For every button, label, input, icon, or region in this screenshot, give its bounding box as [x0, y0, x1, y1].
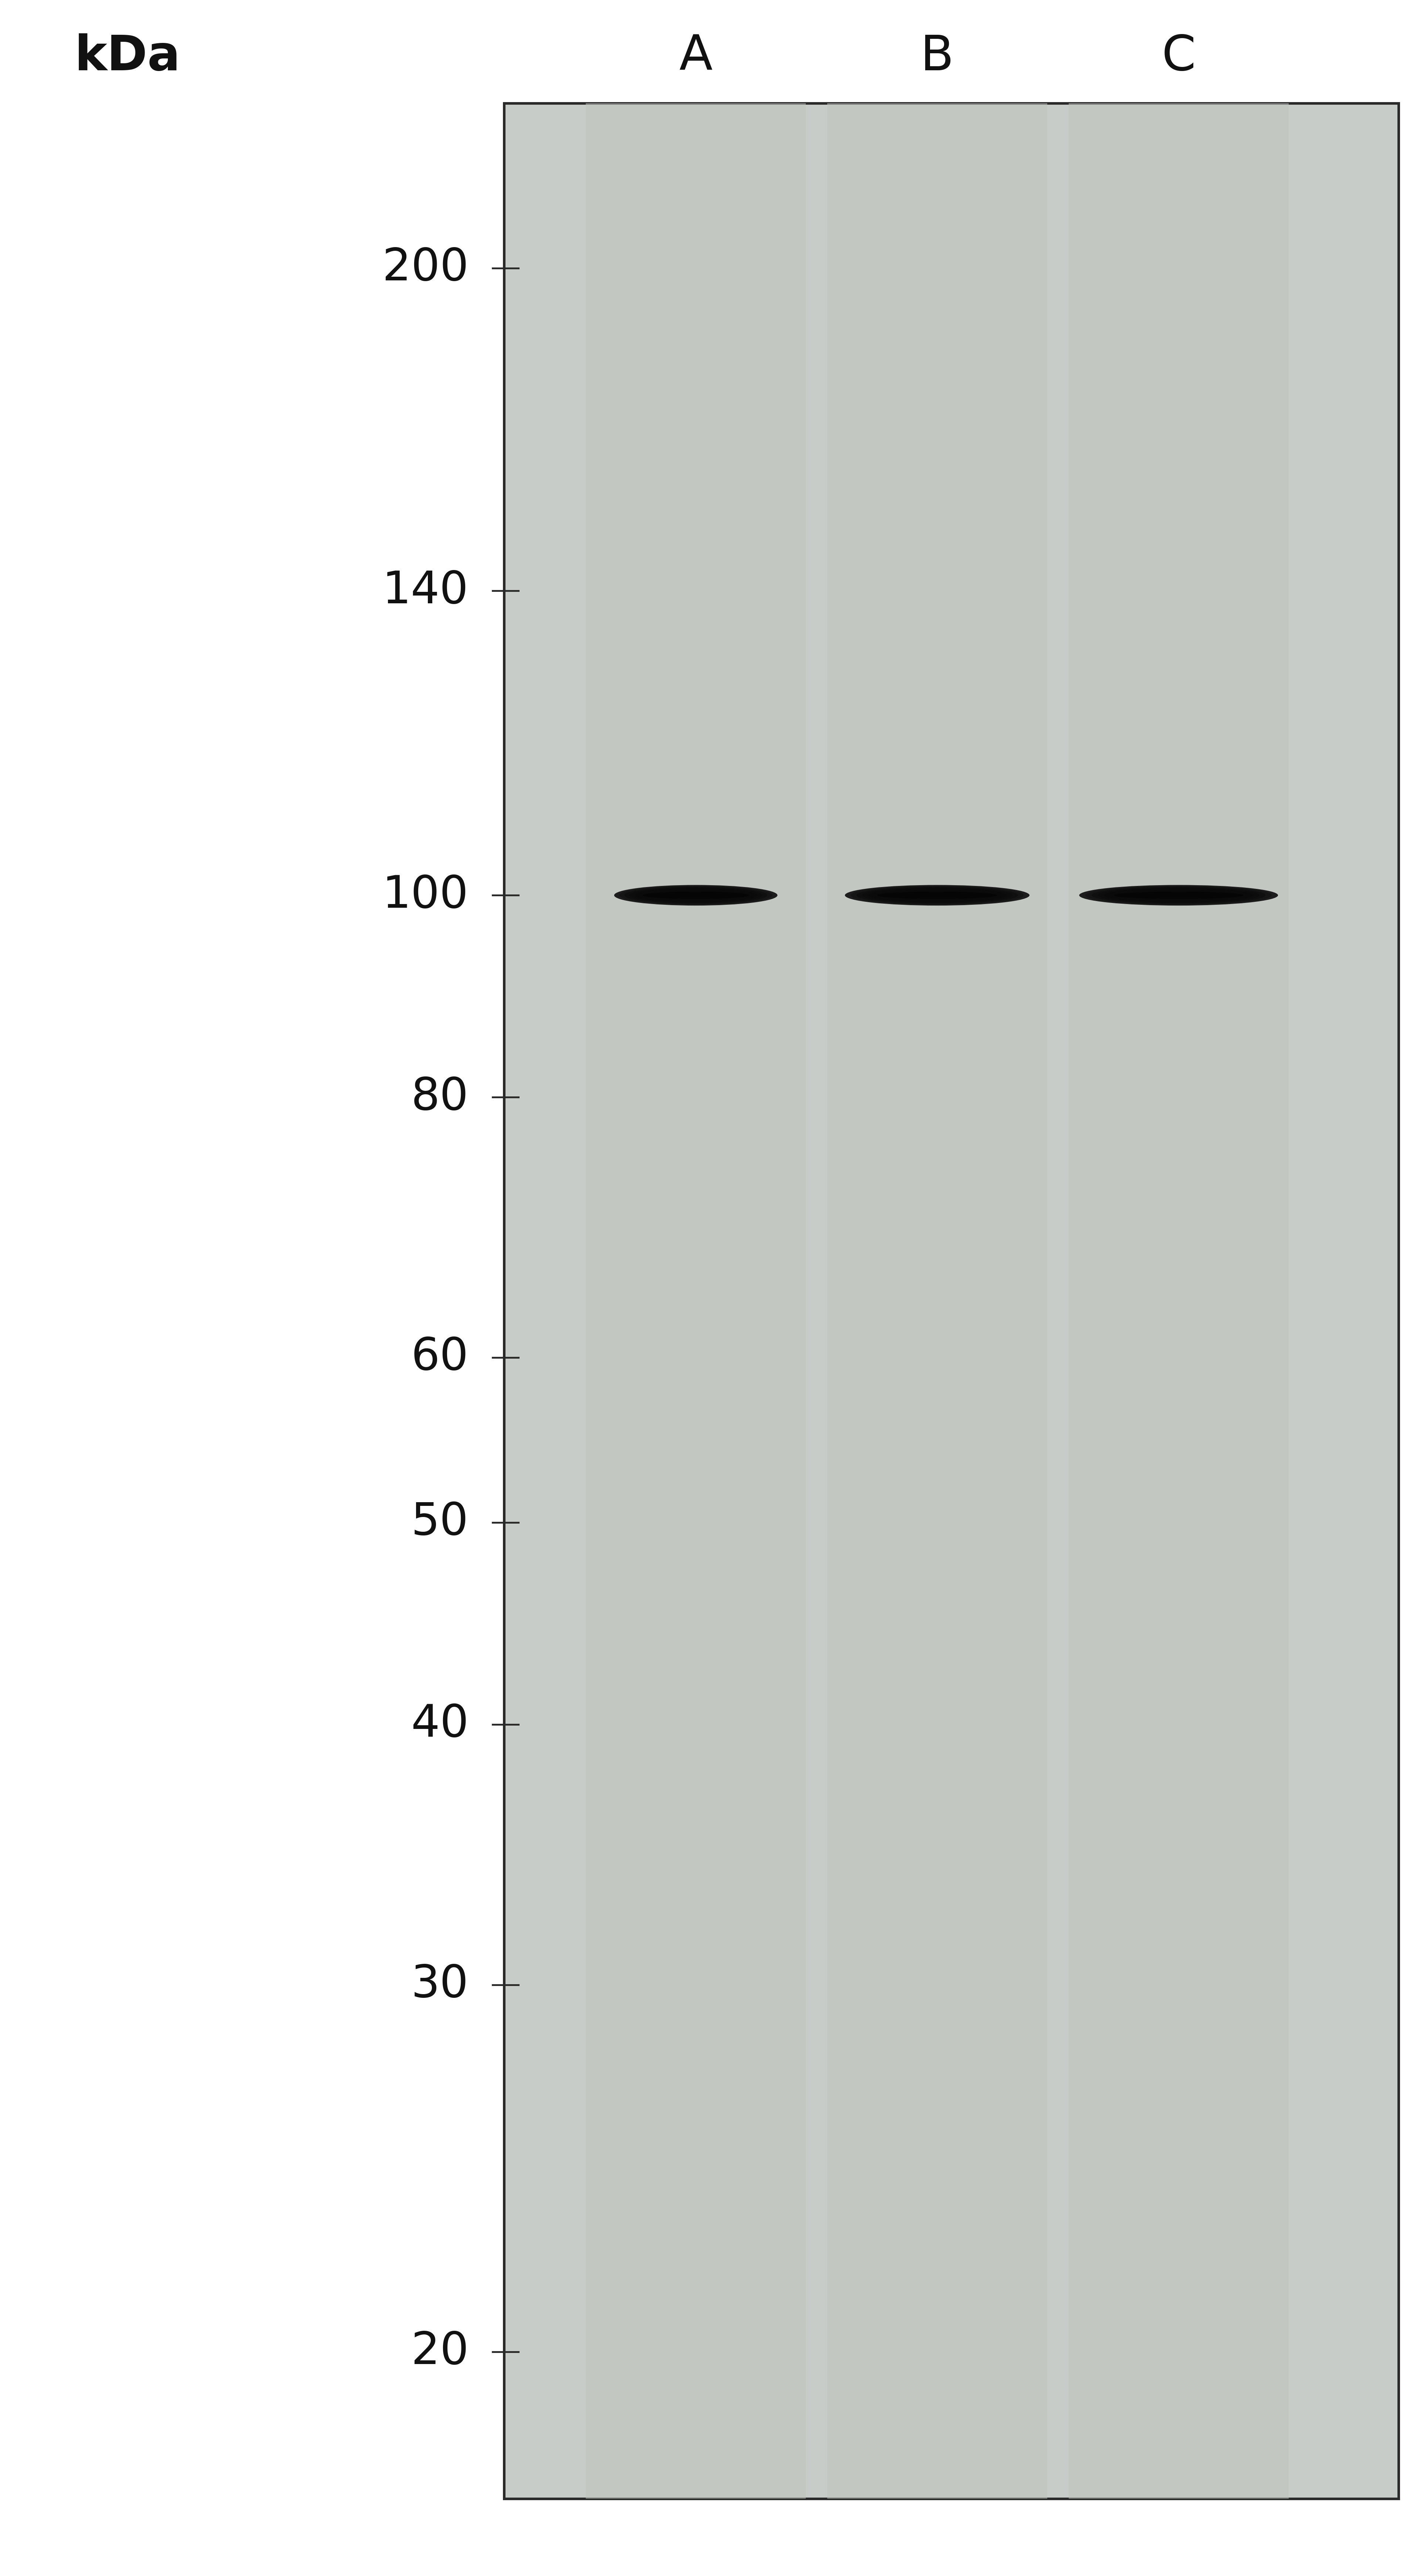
Ellipse shape — [885, 891, 990, 899]
Ellipse shape — [873, 889, 1001, 902]
Ellipse shape — [625, 886, 767, 904]
Text: 60: 60 — [412, 1337, 469, 1378]
Ellipse shape — [1098, 886, 1260, 904]
Ellipse shape — [1113, 891, 1244, 899]
Bar — [826, 103, 1048, 2499]
Text: 200: 200 — [382, 247, 469, 289]
Ellipse shape — [619, 886, 772, 904]
Text: C: C — [1162, 33, 1196, 80]
Text: 100: 100 — [382, 873, 469, 917]
Ellipse shape — [868, 889, 1007, 902]
Ellipse shape — [845, 886, 1030, 907]
Bar — [585, 103, 805, 2499]
Ellipse shape — [856, 886, 1018, 904]
Ellipse shape — [650, 891, 741, 899]
Ellipse shape — [879, 889, 995, 902]
Text: 20: 20 — [410, 2331, 469, 2372]
Text: 50: 50 — [412, 1502, 469, 1543]
Ellipse shape — [613, 886, 778, 907]
Ellipse shape — [629, 886, 763, 904]
Ellipse shape — [1116, 889, 1241, 902]
Bar — [1068, 103, 1289, 2499]
Text: 30: 30 — [412, 1963, 469, 2007]
Text: 140: 140 — [382, 569, 469, 613]
Ellipse shape — [878, 891, 997, 899]
Text: kDa: kDa — [75, 33, 180, 80]
Ellipse shape — [1092, 886, 1265, 904]
Ellipse shape — [639, 889, 753, 902]
Ellipse shape — [643, 891, 748, 899]
Ellipse shape — [1085, 886, 1272, 904]
Ellipse shape — [1123, 891, 1234, 899]
Ellipse shape — [645, 889, 747, 902]
Ellipse shape — [1105, 889, 1252, 902]
Ellipse shape — [1110, 889, 1247, 902]
Text: A: A — [679, 33, 713, 80]
Ellipse shape — [635, 889, 757, 902]
Ellipse shape — [1079, 886, 1278, 907]
Text: 80: 80 — [412, 1077, 469, 1118]
Bar — [504, 103, 1399, 2499]
Ellipse shape — [851, 886, 1024, 904]
Ellipse shape — [862, 886, 1012, 904]
Text: B: B — [920, 33, 954, 80]
Text: 40: 40 — [412, 1703, 469, 1747]
